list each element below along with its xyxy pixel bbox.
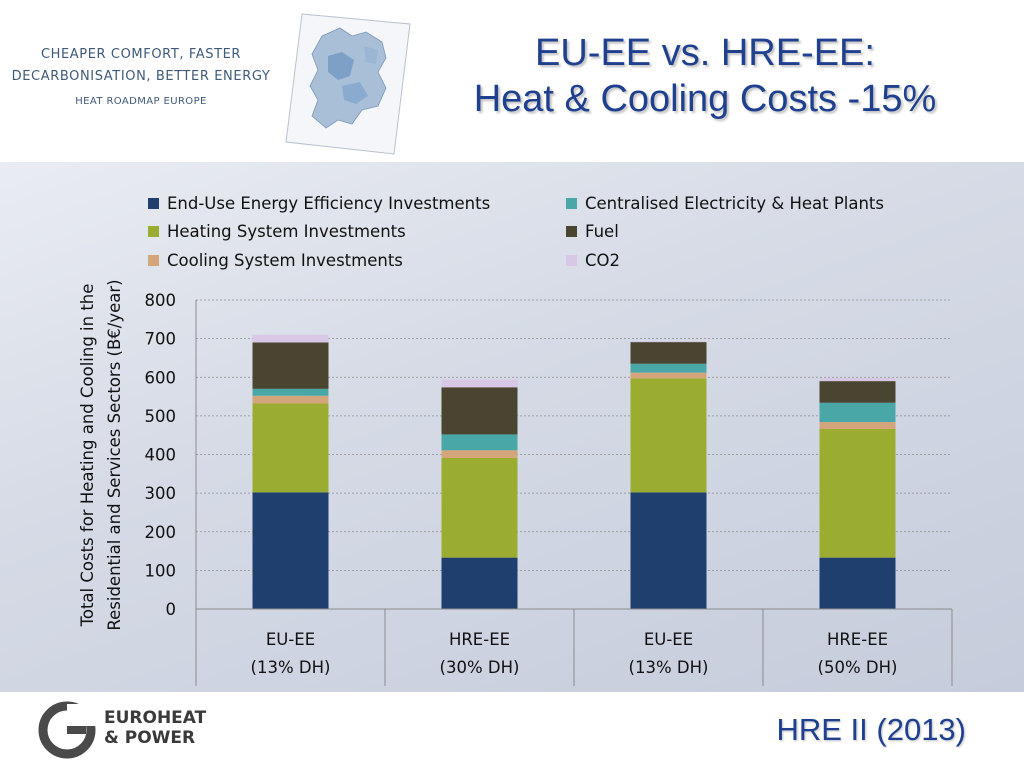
x-tick-label: HRE-EE <box>827 630 888 649</box>
y-tick-label: 300 <box>145 484 177 503</box>
y-axis: 0 100 200 300 400 500 600 700 800 <box>145 291 197 619</box>
euroheat-logo-icon <box>38 701 97 759</box>
bar-segment <box>252 403 329 493</box>
bar-segment <box>819 422 896 430</box>
bar-segment <box>441 557 518 609</box>
europe-map-icon <box>285 13 411 155</box>
x-tick-label: (13% DH) <box>629 658 709 677</box>
bar-segment <box>630 363 707 373</box>
bar-segment <box>630 378 707 493</box>
legend-label: Centralised Electricity & Heat Plants <box>585 194 884 213</box>
bar-segment <box>630 492 707 609</box>
x-tick-label: (50% DH) <box>818 658 898 677</box>
bar-segment <box>630 372 707 379</box>
legend-swatch <box>566 255 577 266</box>
logo-line-2: & POWER <box>104 728 196 748</box>
y-axis-label-line-2: Residential and Services Sectors (B€/yea… <box>105 279 124 630</box>
title-line-2: Heat & Cooling Costs -15% <box>473 78 937 120</box>
brand-line-2: DECARBONISATION, BETTER ENERGY <box>11 69 271 84</box>
bar-segment <box>441 450 518 458</box>
bar-segment <box>252 342 329 389</box>
legend-swatch <box>148 226 159 237</box>
footer-area <box>0 692 1024 768</box>
bar-segment <box>441 434 518 451</box>
y-tick-label: 800 <box>145 291 177 310</box>
bar-segment <box>252 388 329 396</box>
legend-label: Cooling System Investments <box>167 251 403 270</box>
bar-segment <box>252 395 329 404</box>
bar-segment <box>252 334 329 343</box>
y-tick-label: 200 <box>145 523 177 542</box>
legend-swatch <box>566 198 577 209</box>
bar-segment <box>630 342 707 364</box>
bar-segment <box>441 387 518 435</box>
bar-segment <box>819 378 896 382</box>
bar-segment <box>252 492 329 609</box>
brand-block: CHEAPER COMFORT, FASTER DECARBONISATION,… <box>10 44 272 107</box>
bar-segment <box>819 402 896 423</box>
slide-title: EU-EE vs. HRE-EE: Heat & Cooling Costs -… <box>410 30 1000 122</box>
x-tick-label: (13% DH) <box>251 658 331 677</box>
y-tick-label: 700 <box>145 330 177 349</box>
title-line-1: EU-EE vs. HRE-EE: <box>535 32 875 74</box>
bar-segment <box>819 557 896 609</box>
y-tick-label: 400 <box>145 446 177 465</box>
x-axis: EU-EE (13% DH) HRE-EE (30% DH) EU-EE (13% DH)… <box>195 608 953 686</box>
header-area <box>0 0 1024 162</box>
legend-label: Fuel <box>585 222 619 241</box>
legend-label: CO2 <box>585 251 620 270</box>
legend-label: Heating System Investments <box>167 222 406 241</box>
bar-segment <box>819 429 896 558</box>
stacked-bar-chart: End-Use Energy Efficiency Investments Hea… <box>78 194 953 686</box>
bar-segment <box>441 457 518 558</box>
legend-label: End-Use Energy Efficiency Investments <box>167 194 490 213</box>
x-tick-label: EU-EE <box>266 630 315 649</box>
y-axis-label-line-1: Total Costs for Heating and Cooling in t… <box>78 284 97 628</box>
legend-swatch <box>148 255 159 266</box>
logo-text: EUROHEAT & POWER <box>104 708 206 748</box>
brand-line-3: HEAT ROADMAP EUROPE <box>75 96 207 107</box>
x-tick-label: HRE-EE <box>449 630 510 649</box>
y-tick-label: 0 <box>166 600 177 619</box>
brand-line-1: CHEAPER COMFORT, FASTER <box>40 47 242 62</box>
legend: End-Use Energy Efficiency Investments Hea… <box>148 194 884 270</box>
bars <box>252 334 896 609</box>
x-tick-label: EU-EE <box>644 630 693 649</box>
source-label: HRE II (2013) <box>776 712 966 747</box>
legend-swatch <box>148 198 159 209</box>
bar-segment <box>630 341 707 343</box>
logo-line-1: EUROHEAT <box>104 708 207 728</box>
legend-swatch <box>566 226 577 237</box>
bar-segment <box>441 379 518 388</box>
y-tick-label: 500 <box>145 407 177 426</box>
y-tick-label: 600 <box>145 368 177 387</box>
y-tick-label: 100 <box>145 561 177 580</box>
bar-segment <box>819 381 896 403</box>
x-tick-label: (30% DH) <box>440 658 520 677</box>
